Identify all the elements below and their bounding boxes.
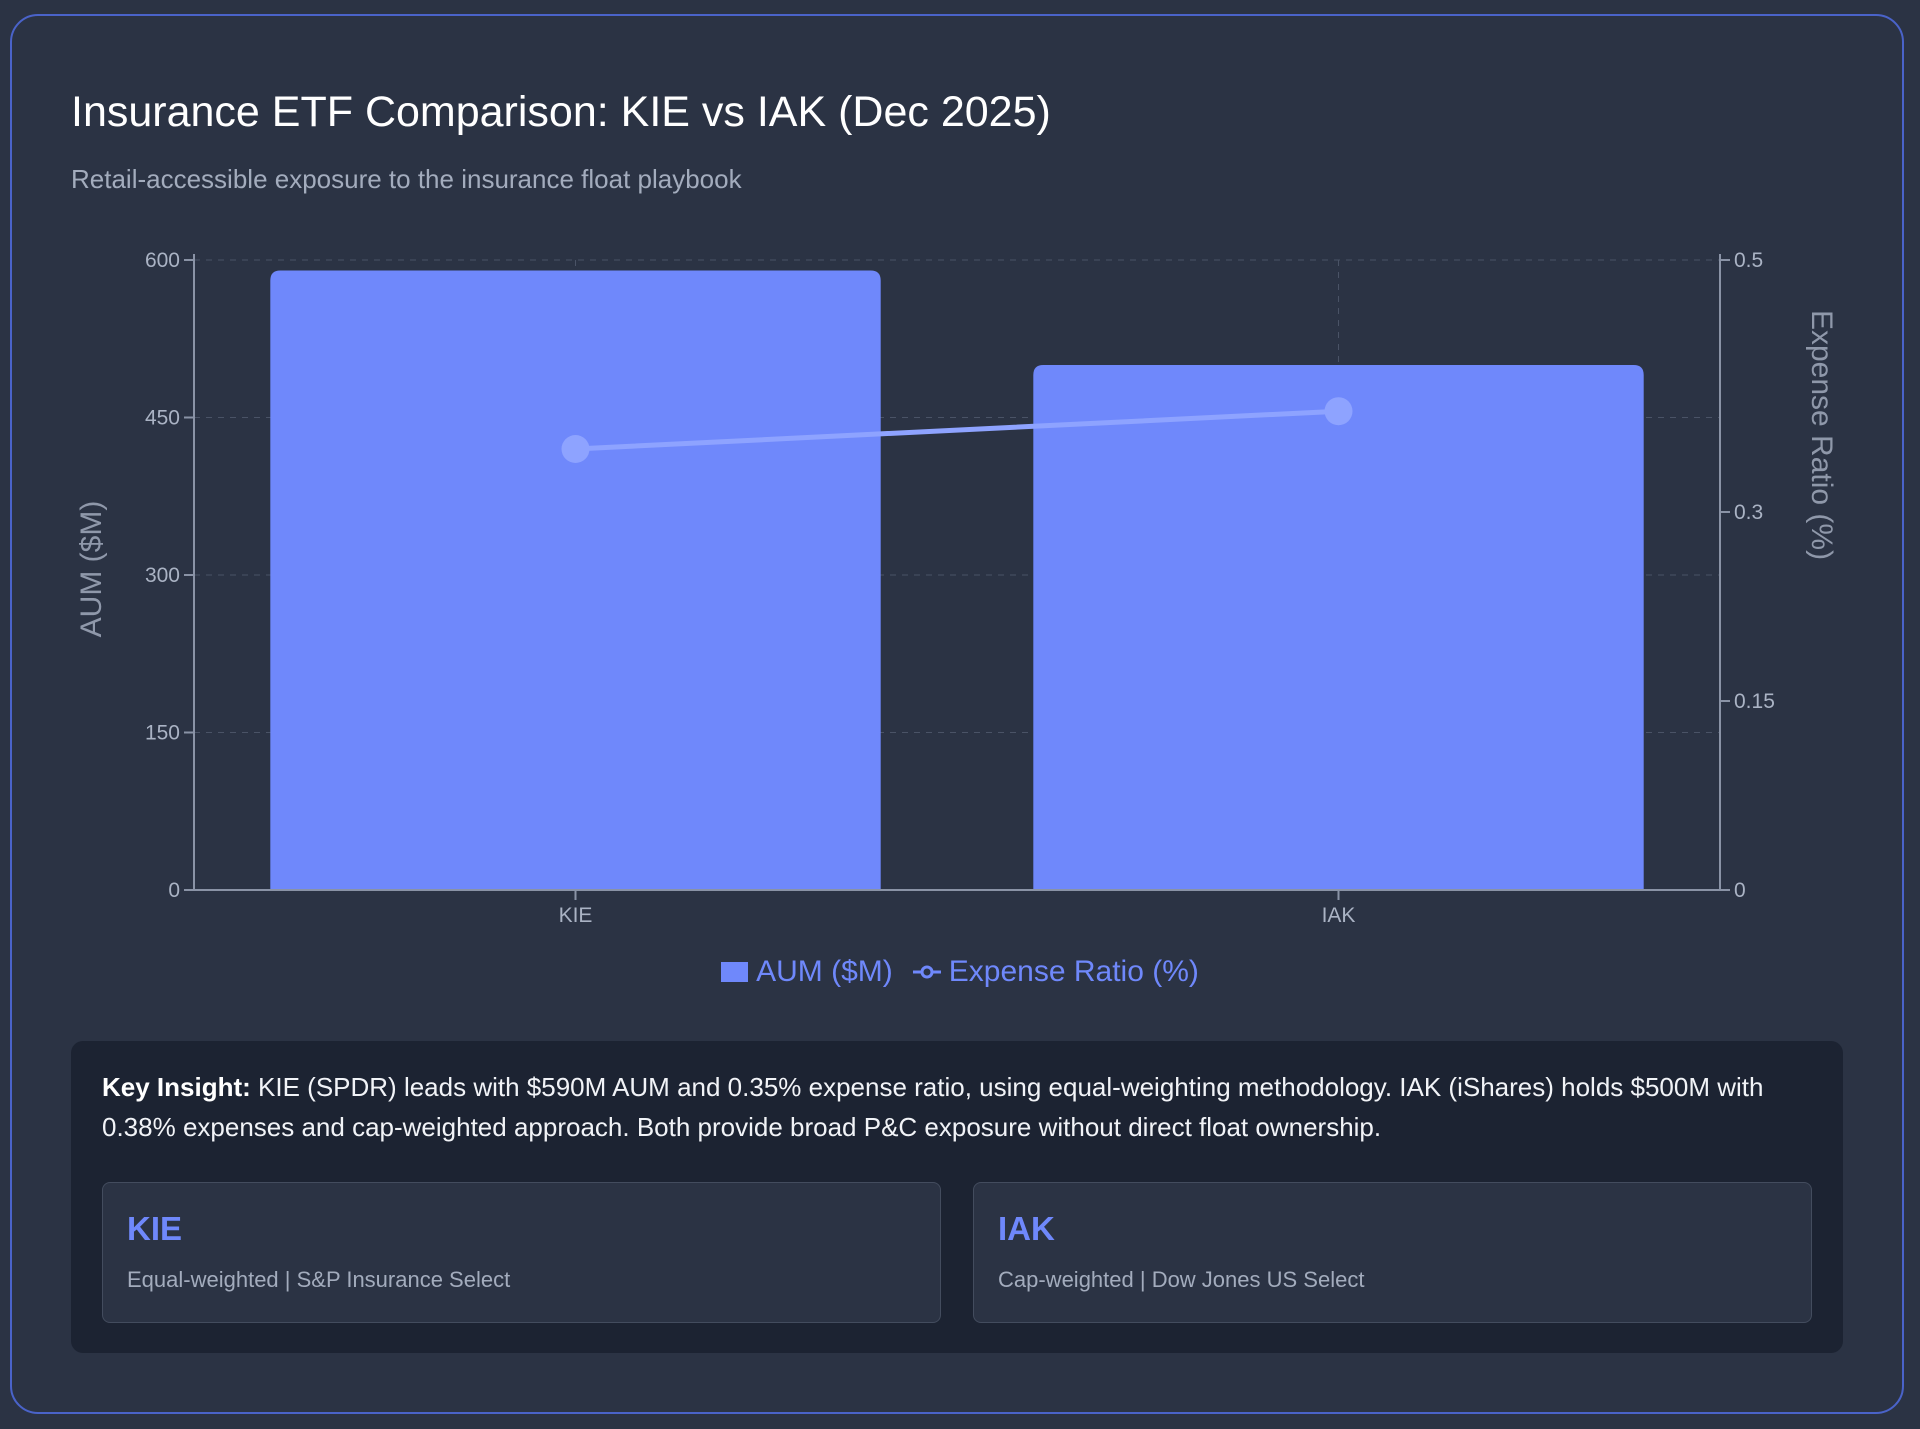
etf-combo-chart: 0 150 300 450 600 0 0.15 0.3 0.5 KIE IAK AUM ($M) Ex… — [75, 249, 1838, 927]
legend-item-aum[interactable]: AUM ($M) — [721, 952, 893, 992]
y-tick-label: 300 — [145, 564, 180, 587]
y2-tick-label: 0 — [1734, 879, 1746, 902]
y2-tick-label: 0.15 — [1734, 690, 1775, 713]
y2-tick-label: 0.3 — [1734, 501, 1763, 524]
x-tick-label: IAK — [1322, 904, 1356, 927]
page-subtitle: Retail-accessible exposure to the insura… — [71, 164, 742, 194]
page-title: Insurance ETF Comparison: KIE vs IAK (De… — [71, 88, 1051, 136]
fund-ticker: IAK — [998, 1210, 1055, 1247]
expense-ratio-line — [573, 408, 1341, 452]
fund-description: Equal-weighted | S&P Insurance Select — [127, 1267, 511, 1292]
fund-card-iak: IAK Cap-weighted | Dow Jones US Select — [973, 1182, 1812, 1323]
y-axis-title: AUM ($M) — [75, 501, 108, 638]
insight-label: Key Insight: — [102, 1072, 251, 1102]
y2-axis-title: Expense Ratio (%) — [1805, 310, 1838, 560]
expense-ratio-point-iak — [1324, 397, 1353, 426]
y-tick-label: 450 — [145, 407, 180, 430]
insight-body: KIE (SPDR) leads with $590M AUM and 0.35… — [102, 1072, 1764, 1142]
y-tick-label: 0 — [168, 879, 180, 902]
y-tick-label: 150 — [145, 722, 180, 745]
y-tick-label: 600 — [145, 249, 180, 272]
expense-ratio-point-kie — [561, 435, 590, 463]
legend-label-expense-ratio: Expense Ratio (%) — [948, 955, 1199, 988]
line-swatch-icon — [912, 965, 941, 979]
bar-swatch-icon — [721, 962, 749, 982]
fund-card-kie: KIE Equal-weighted | S&P Insurance Selec… — [102, 1182, 941, 1323]
legend-item-expense-ratio[interactable]: Expense Ratio (%) — [893, 952, 1199, 992]
chart-legend: AUM ($M) Expense Ratio (%) — [0, 952, 1920, 992]
bar-kie — [270, 270, 881, 890]
legend-label-aum: AUM ($M) — [756, 955, 893, 988]
insight-text: Key Insight: KIE (SPDR) leads with $590M… — [102, 1067, 1822, 1147]
y2-tick-label: 0.5 — [1734, 249, 1763, 272]
fund-description: Cap-weighted | Dow Jones US Select — [998, 1267, 1365, 1292]
insight-panel: Key Insight: KIE (SPDR) leads with $590M… — [71, 1041, 1843, 1353]
fund-ticker: KIE — [127, 1210, 183, 1247]
x-tick-label: KIE — [559, 904, 593, 927]
bar-iak — [1033, 365, 1644, 890]
